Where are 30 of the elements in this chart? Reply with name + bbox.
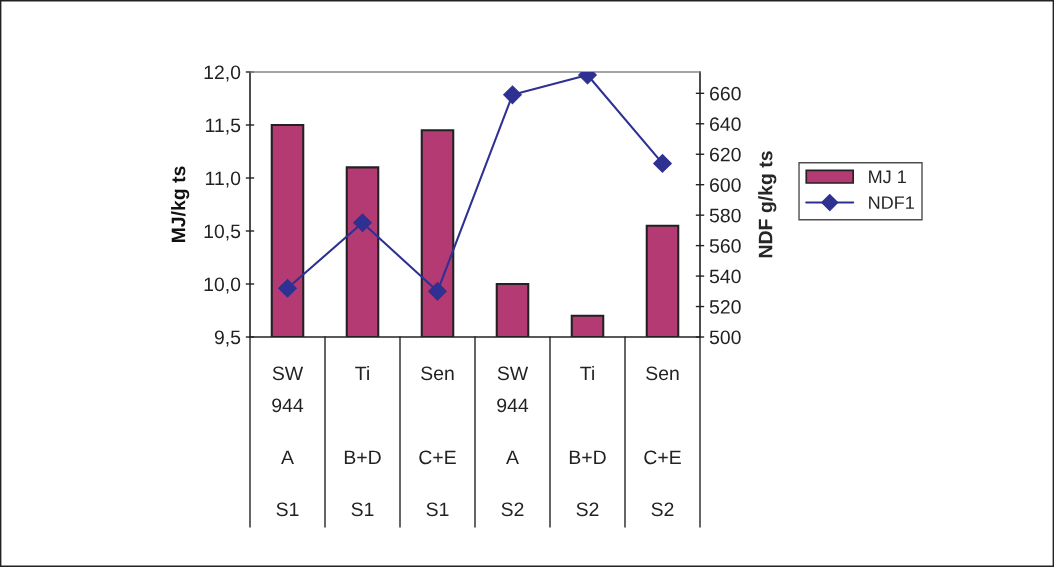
legend-label: MJ 1 — [869, 170, 906, 184]
point — [653, 154, 672, 173]
y2-tick-label: 580 — [709, 208, 741, 223]
category-label: SW 944 A S1 — [272, 366, 304, 517]
category-label: Sen C+E S1 — [419, 366, 456, 517]
legend-label: NDF1 — [869, 196, 914, 209]
y2-tick-label: 500 — [709, 330, 741, 345]
y2-tick-label: 540 — [709, 269, 741, 284]
y2-tick-label: 640 — [710, 117, 741, 132]
category-label: Ti B+D S2 — [569, 365, 606, 517]
y-tick-label: 11,0 — [206, 171, 241, 188]
category-label: Sen C+E S2 — [644, 366, 681, 517]
point — [428, 281, 447, 301]
y2-tick-label: 660 — [710, 86, 741, 101]
y-tick-label: 11,5 — [206, 118, 241, 135]
y2-axis-title: NDF g/kg ts — [758, 151, 777, 258]
y2-tick-label: 560 — [709, 239, 741, 253]
y-tick-label: 9,5 — [214, 330, 241, 347]
y2-tick-label: 600 — [710, 178, 741, 192]
y-tick-label: 12,0 — [204, 65, 241, 82]
y-tick-label: 10,5 — [204, 224, 241, 241]
category-label: SW 944 A S2 — [497, 366, 529, 517]
y-axis-title: MJ/kg ts — [171, 166, 190, 243]
category-label: Ti B+D S1 — [344, 365, 381, 517]
point — [353, 213, 372, 233]
y2-tick-label: 520 — [709, 300, 741, 314]
point — [503, 85, 522, 105]
point — [278, 278, 297, 298]
y-tick-label: 10,0 — [204, 277, 241, 294]
y2-tick-label: 620 — [710, 147, 741, 162]
